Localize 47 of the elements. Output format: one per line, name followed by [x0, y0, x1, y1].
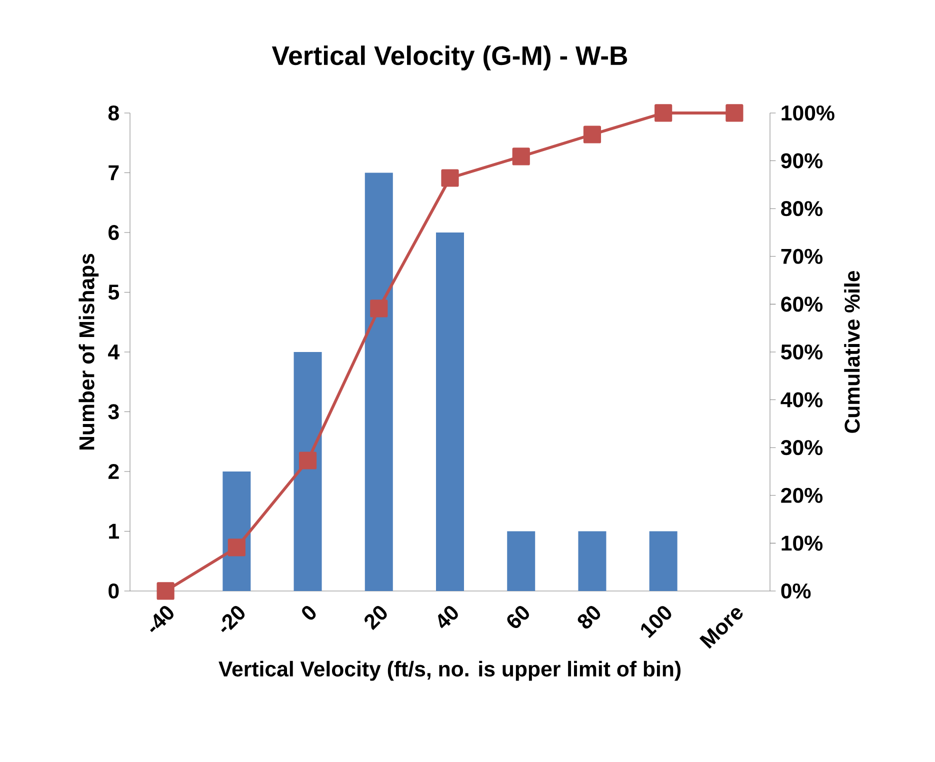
x-tick-label: 40	[438, 606, 458, 628]
y2-tick-label: 90%	[781, 153, 823, 168]
y2-tick-label: 0%	[781, 583, 811, 599]
point	[298, 452, 317, 470]
point	[583, 126, 602, 144]
point	[512, 148, 530, 166]
y-tick-label: 7	[108, 165, 119, 180]
point	[156, 582, 174, 600]
y2-tick-label: 70%	[781, 248, 823, 264]
x-tick-label: 60	[507, 606, 529, 628]
y2-tick-label: 10%	[782, 536, 823, 551]
x-tick-label: -20	[221, 606, 245, 632]
x-axis-title: Vertical Velocity (ft/s, no. is upper limit of bin)	[218, 660, 680, 681]
bar	[364, 172, 393, 591]
chart-title: Vertical Velocity (G-M) - W-B	[272, 46, 628, 70]
point	[370, 300, 388, 318]
y-tick-label: 8	[108, 105, 119, 121]
y-tick-label: 6	[108, 224, 119, 240]
y2-tick-label: 30%	[780, 440, 823, 456]
y-tick-label: 3	[108, 404, 119, 420]
point	[654, 104, 672, 122]
point	[228, 538, 246, 556]
x-tick-label: 80	[578, 606, 600, 629]
x-tick-label: 100	[641, 606, 672, 638]
bar	[507, 531, 536, 591]
point	[441, 169, 459, 187]
y2-tick-label: 80%	[781, 201, 823, 216]
x-tick-label: 20	[364, 606, 387, 630]
y2-tick-label: 50%	[781, 344, 823, 360]
y2-axis-title: Cumulative %ile	[844, 270, 860, 433]
y2-tick-label: 20%	[781, 488, 823, 503]
y-tick-label: 0	[108, 583, 119, 599]
bar	[436, 232, 464, 591]
x-tick-label: -40	[150, 606, 174, 632]
y-axis-title: Number of Mishaps	[78, 254, 99, 450]
y2-tick-label: 40%	[780, 392, 823, 408]
bar	[294, 352, 322, 591]
y-tick-label: 5	[108, 284, 120, 300]
y2-tick-label: 100%	[782, 105, 834, 121]
y-tick-label: 2	[108, 464, 119, 479]
y-tick-label: 4	[108, 344, 120, 360]
bar	[649, 531, 678, 591]
y-tick-label: 1	[109, 524, 120, 539]
y2-tick-label: 60%	[781, 296, 823, 312]
bar	[578, 531, 606, 591]
x-tick-label: 0	[302, 606, 316, 620]
point	[726, 104, 744, 122]
